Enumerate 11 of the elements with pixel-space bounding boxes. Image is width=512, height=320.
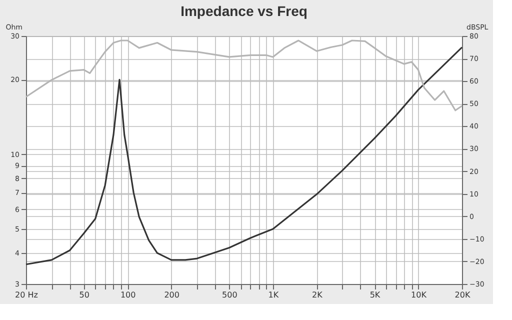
x-tick-label: 500 [222,290,238,300]
x-tick-label: 50 [79,290,90,300]
x-tick-label: 10K [411,290,428,300]
x-tick-label: 1K [268,290,280,300]
x-tick-label: 200 [164,290,180,300]
x-tick-label: 20 Hz [15,290,38,300]
x-tick-label: 5K [370,290,381,300]
x-tick-label: 100 [120,290,136,300]
x-tick-label: 20K [454,290,471,300]
chart-title: Impedance vs Freq [180,3,308,19]
x-tick-label: 2K [312,290,324,300]
